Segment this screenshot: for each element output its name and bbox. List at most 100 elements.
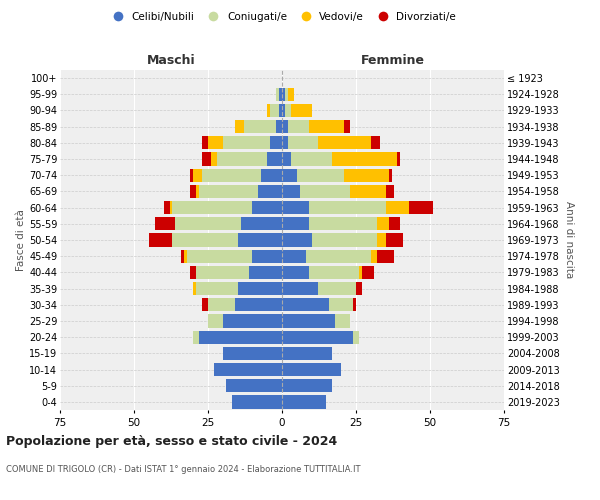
- Bar: [202, 136, 208, 149]
- Bar: [235, 298, 282, 312]
- Bar: [223, 314, 282, 328]
- Bar: [344, 120, 350, 134]
- Bar: [288, 88, 294, 101]
- Bar: [305, 250, 371, 263]
- Bar: [238, 234, 282, 246]
- Bar: [308, 217, 377, 230]
- Bar: [282, 298, 329, 312]
- Bar: [350, 185, 386, 198]
- Bar: [196, 266, 250, 279]
- Bar: [199, 185, 259, 198]
- Text: Popolazione per età, sesso e stato civile - 2024: Popolazione per età, sesso e stato civil…: [6, 435, 337, 448]
- Bar: [253, 250, 282, 263]
- Bar: [199, 330, 282, 344]
- Bar: [270, 136, 282, 149]
- Bar: [282, 217, 308, 230]
- Bar: [332, 152, 397, 166]
- Bar: [276, 88, 279, 101]
- Bar: [291, 152, 332, 166]
- Bar: [193, 168, 202, 182]
- Bar: [288, 120, 308, 134]
- Bar: [217, 152, 267, 166]
- Bar: [238, 282, 282, 295]
- Bar: [282, 330, 353, 344]
- Bar: [297, 168, 344, 182]
- Bar: [196, 185, 199, 198]
- Bar: [172, 234, 238, 246]
- Bar: [253, 201, 282, 214]
- Bar: [311, 234, 377, 246]
- Bar: [282, 136, 288, 149]
- Bar: [241, 217, 282, 230]
- Bar: [409, 201, 433, 214]
- Bar: [377, 234, 386, 246]
- Bar: [353, 298, 356, 312]
- Bar: [164, 201, 170, 214]
- Bar: [362, 266, 374, 279]
- Bar: [279, 104, 282, 117]
- Bar: [170, 201, 172, 214]
- Bar: [386, 185, 394, 198]
- Bar: [190, 185, 196, 198]
- Bar: [181, 250, 184, 263]
- Bar: [223, 346, 282, 360]
- Bar: [223, 136, 270, 149]
- Bar: [267, 104, 270, 117]
- Bar: [276, 120, 282, 134]
- Bar: [226, 379, 282, 392]
- Bar: [282, 396, 326, 408]
- Bar: [317, 136, 371, 149]
- Bar: [389, 217, 400, 230]
- Bar: [282, 104, 285, 117]
- Bar: [377, 250, 394, 263]
- Bar: [202, 298, 208, 312]
- Bar: [282, 168, 297, 182]
- Text: COMUNE DI TRIGOLO (CR) - Dati ISTAT 1° gennaio 2024 - Elaborazione TUTTITALIA.IT: COMUNE DI TRIGOLO (CR) - Dati ISTAT 1° g…: [6, 465, 361, 474]
- Bar: [353, 330, 359, 344]
- Bar: [282, 201, 308, 214]
- Bar: [285, 88, 288, 101]
- Bar: [282, 346, 332, 360]
- Bar: [377, 217, 389, 230]
- Bar: [317, 282, 356, 295]
- Bar: [193, 282, 196, 295]
- Legend: Celibi/Nubili, Coniugati/e, Vedovi/e, Divorziati/e: Celibi/Nubili, Coniugati/e, Vedovi/e, Di…: [104, 8, 460, 26]
- Bar: [359, 266, 362, 279]
- Bar: [208, 314, 223, 328]
- Bar: [386, 234, 403, 246]
- Bar: [193, 330, 199, 344]
- Bar: [344, 168, 389, 182]
- Bar: [282, 234, 311, 246]
- Bar: [202, 152, 211, 166]
- Bar: [184, 250, 187, 263]
- Bar: [261, 168, 282, 182]
- Bar: [232, 396, 282, 408]
- Bar: [149, 234, 172, 246]
- Bar: [282, 363, 341, 376]
- Bar: [259, 185, 282, 198]
- Bar: [235, 120, 244, 134]
- Bar: [196, 282, 238, 295]
- Bar: [356, 282, 362, 295]
- Bar: [282, 250, 305, 263]
- Bar: [244, 120, 276, 134]
- Bar: [288, 136, 317, 149]
- Bar: [279, 88, 282, 101]
- Bar: [282, 152, 291, 166]
- Bar: [250, 266, 282, 279]
- Bar: [371, 136, 380, 149]
- Bar: [308, 120, 344, 134]
- Bar: [291, 104, 311, 117]
- Bar: [389, 168, 392, 182]
- Y-axis label: Fasce di età: Fasce di età: [16, 209, 26, 271]
- Text: Femmine: Femmine: [361, 54, 425, 67]
- Bar: [308, 266, 359, 279]
- Bar: [270, 104, 279, 117]
- Bar: [282, 314, 335, 328]
- Bar: [175, 217, 241, 230]
- Bar: [335, 314, 350, 328]
- Bar: [282, 379, 332, 392]
- Bar: [329, 298, 353, 312]
- Bar: [282, 282, 317, 295]
- Bar: [371, 250, 377, 263]
